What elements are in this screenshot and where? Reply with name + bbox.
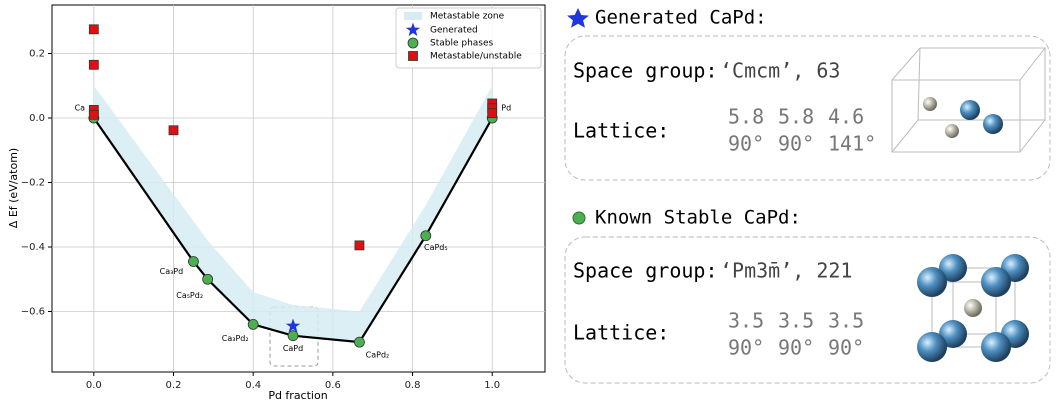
zone-area (94, 86, 492, 342)
crystal-cell (892, 48, 1045, 152)
legend-label: Stable phases (430, 39, 494, 49)
atom (923, 97, 937, 111)
x-tick-label: 0.4 (245, 380, 261, 391)
lattice-values: 3.5 3.5 3.5 90° 90° 90° (728, 309, 864, 360)
x-axis-label: Pd fraction (268, 389, 327, 402)
atom (981, 332, 1011, 362)
lattice-values: 5.8 5.8 4.6 90° 90° 141° (728, 105, 876, 156)
x-tick-label: 0.0 (86, 380, 102, 391)
y-tick-label: −0.4 (21, 242, 45, 253)
point (203, 274, 213, 284)
point (355, 241, 364, 250)
point-label: CaPd₂ (366, 351, 390, 360)
point (169, 126, 178, 135)
angle: 90° (728, 336, 764, 360)
page: Pd fraction Δ Ef (eV/atom) Generated CaP… (0, 0, 1056, 404)
point-label: Ca₃Pd₂ (222, 334, 249, 343)
space-group: ‘Cmcm’, 63 (720, 59, 840, 83)
angle: 141° (828, 132, 876, 156)
y-axis-label: Δ Ef (eV/atom) (7, 148, 20, 228)
legend-label: Metastable/unstable (430, 52, 522, 62)
label: Lattice: (573, 119, 669, 143)
atom (945, 124, 959, 138)
point (89, 25, 98, 34)
legend: Metastable zone Generated Stable phases Met… (396, 8, 541, 68)
legend-swatch (404, 12, 422, 20)
angle: 90° (778, 132, 814, 156)
length: 5.8 (778, 105, 814, 129)
point (248, 319, 258, 329)
point-label: Pd (501, 104, 511, 113)
point-label: CaPd (283, 344, 303, 353)
star-icon (567, 8, 589, 28)
legend-label: Generated (430, 26, 478, 36)
panel-generated: Generated CaPd: Space group: ‘Cmcm’, 63 … (565, 7, 1050, 181)
length: 5.8 (728, 105, 764, 129)
point-label: Ca₃Pd (160, 267, 184, 276)
legend-marker (409, 52, 418, 61)
point (288, 331, 298, 341)
plot: 0.0 0.2 0.4 0.6 0.8 1.0 0.2 0.0 −0.2 −0.4 −0.6 Ca Ca… (21, 5, 545, 391)
point-label: CaPd₅ (424, 243, 448, 252)
panel-title: Known Stable CaPd: (595, 207, 801, 229)
panel-title: Generated CaPd: (595, 7, 767, 29)
atom (917, 332, 947, 362)
length: 4.6 (828, 105, 864, 129)
point (421, 231, 431, 241)
point (488, 109, 497, 118)
point-label: Ca₅Pd₂ (176, 291, 203, 300)
label: Space group: (573, 59, 718, 83)
x-tick-label: 0.6 (325, 380, 341, 391)
label: Lattice: (573, 321, 669, 345)
y-tick-label: −0.6 (21, 306, 45, 317)
y-tick-label: 0.2 (29, 49, 45, 60)
y-tick-label: −0.2 (21, 178, 45, 189)
atom (981, 267, 1011, 297)
atom (983, 114, 1003, 134)
x-tick-label: 0.8 (405, 380, 421, 391)
legend-label: Metastable zone (430, 12, 505, 22)
atom (917, 267, 947, 297)
angle: 90° (728, 132, 764, 156)
point (188, 257, 198, 267)
atom (960, 100, 980, 120)
circle-icon (573, 212, 585, 224)
length: 3.5 (728, 309, 764, 333)
angle: 90° (828, 336, 864, 360)
point (354, 337, 364, 347)
point (89, 60, 98, 69)
length: 3.5 (778, 309, 814, 333)
point-label: Ca (75, 104, 86, 113)
atom (964, 299, 982, 317)
y-tick-label: 0.0 (29, 113, 45, 124)
panel-known: Known Stable CaPd: Space group: ‘Pm3̄m’,… (565, 207, 1050, 384)
space-group: ‘Pm3̄m’, 221 (720, 259, 852, 283)
length: 3.5 (828, 309, 864, 333)
x-tick-label: 1.0 (484, 380, 500, 391)
legend-marker (408, 38, 418, 48)
angle: 90° (778, 336, 814, 360)
x-tick-label: 0.2 (166, 380, 182, 391)
point (89, 110, 98, 119)
label: Space group: (573, 259, 718, 283)
